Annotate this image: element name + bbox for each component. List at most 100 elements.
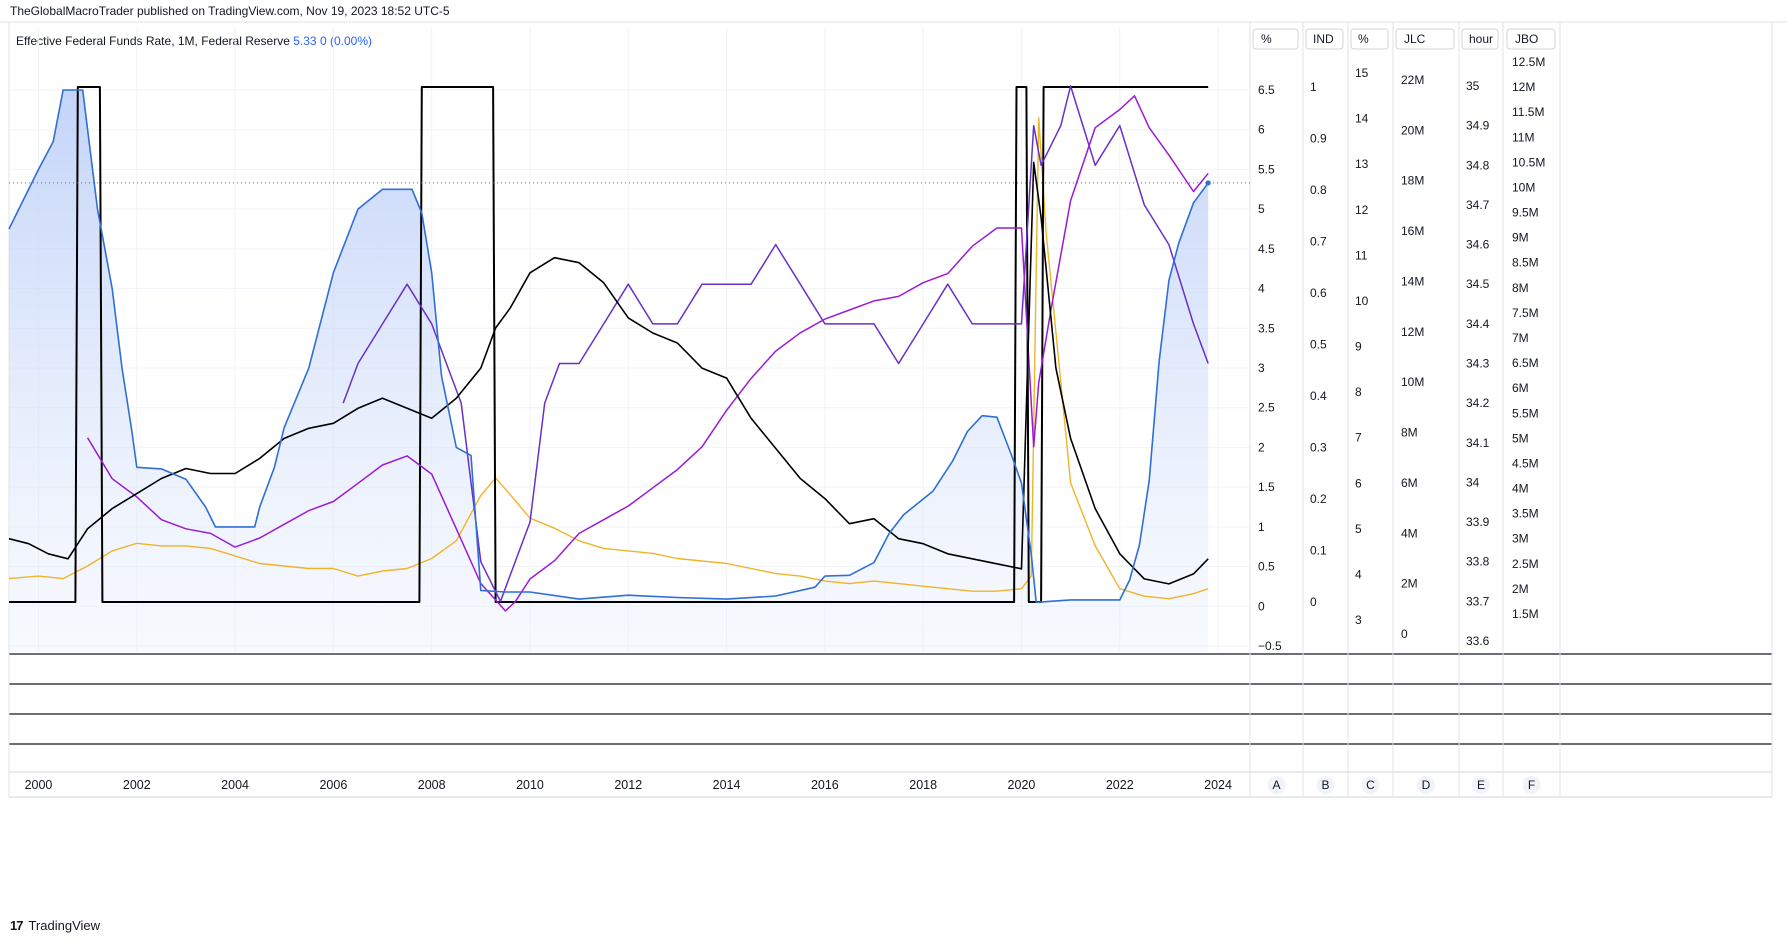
scale-tick-label: 11.5M [1512, 105, 1544, 119]
time-tick-label: 2012 [614, 778, 642, 792]
scale-id-label: D [1422, 778, 1431, 792]
scale-tick-label: 4.5 [1258, 242, 1275, 256]
scale-tick-label: 2M [1401, 577, 1418, 591]
scale-tick-label: 34.5 [1466, 277, 1490, 291]
publish-note: TheGlobalMacroTrader published on Tradin… [10, 4, 450, 18]
price-scale-c[interactable]: % 15 14 13 12 11 10 9 8 7 6 5 4 3 C [1350, 28, 1389, 794]
scale-tick-label: 11 [1355, 248, 1368, 262]
scale-tick-label: 3 [1258, 361, 1265, 375]
scale-header-box[interactable] [1461, 28, 1499, 50]
scale-tick-label: 33.9 [1466, 515, 1490, 529]
scale-tick-label: 33.6 [1466, 634, 1490, 648]
scale-header-label: JBO [1515, 32, 1538, 46]
scale-tick-label: 13 [1355, 157, 1369, 171]
scale-id-badge[interactable] [1472, 776, 1490, 794]
scale-tick-label: 1 [1310, 80, 1317, 94]
scale-tick-label: 9 [1355, 340, 1362, 354]
unemployment-series-line[interactable] [86, 95, 1209, 612]
scale-tick-label: −0.5 [1258, 639, 1282, 653]
scale-tick-label: 1 [1258, 520, 1265, 534]
price-scale-d[interactable]: JLC 22M 20M 18M 16M 14M 12M 10M 8M 6M 4M 2M 0 D [1395, 28, 1455, 794]
scale-tick-label: 12M [1401, 325, 1424, 339]
legend-series-name: Effective Federal Funds Rate, 1M, Federa… [16, 34, 290, 48]
plot-area[interactable] [8, 85, 1250, 652]
scale-tick-label: 34.1 [1466, 436, 1490, 450]
scale-tick-label: 8.5M [1512, 256, 1539, 270]
time-tick-label: 2014 [713, 778, 741, 792]
scale-id-label: A [1272, 778, 1280, 792]
claims-series-line[interactable] [8, 117, 1209, 600]
scale-tick-label: 10 [1355, 294, 1369, 308]
scale-tick-label: 2 [1258, 440, 1265, 454]
time-tick-label: 2010 [516, 778, 544, 792]
time-tick-label: 2006 [319, 778, 347, 792]
scale-tick-label: 3.5M [1512, 507, 1539, 521]
scale-tick-label: 34 [1466, 475, 1480, 489]
scale-tick-label: 2.5 [1258, 401, 1275, 415]
price-scales[interactable]: %6.565.554.543.532.521.510.50−0.5AIND10.… [1252, 28, 1556, 794]
tradingview-logo-icon: 17 [10, 918, 24, 933]
fed-funds-series-line[interactable] [8, 89, 1209, 604]
scale-id-badge[interactable] [1417, 776, 1435, 794]
scale-tick-label: 0 [1310, 595, 1317, 609]
brand-label: TradingView [28, 918, 101, 933]
recession-series-line[interactable] [9, 86, 1209, 603]
scale-tick-label: 34.7 [1466, 198, 1490, 212]
time-tick-label: 2004 [221, 778, 249, 792]
scale-tick-label: 34.8 [1466, 158, 1490, 172]
scale-tick-label: 7M [1512, 331, 1529, 345]
scale-tick-label: 6M [1401, 476, 1418, 490]
time-tick-label: 2018 [909, 778, 937, 792]
scale-id-badge[interactable] [1316, 776, 1335, 794]
scale-tick-label: 0.3 [1310, 441, 1327, 455]
scale-tick-label: 22M [1401, 73, 1424, 87]
time-tick-label: 2022 [1106, 778, 1134, 792]
scale-tick-label: 4M [1512, 482, 1529, 496]
scale-id-badge[interactable] [1361, 776, 1380, 794]
scale-header-box[interactable] [1350, 28, 1389, 50]
scale-tick-label: 0.5 [1258, 560, 1275, 574]
scale-tick-label: 4M [1401, 526, 1418, 540]
price-scale-b[interactable]: IND 1 0.9 0.8 0.7 0.6 0.5 0.4 0.3 0.2 0.1 0 B [1305, 28, 1344, 794]
time-scale[interactable]: 2000 2002 2004 2006 2008 2010 2012 2014 2016 2018… [25, 778, 1232, 792]
scale-tick-label: 34.2 [1466, 396, 1490, 410]
scale-tick-label: 2.5M [1512, 557, 1539, 571]
scale-header-label: JLC [1404, 32, 1426, 46]
scale-tick-label: 4 [1258, 282, 1265, 296]
scale-tick-label: 10M [1512, 180, 1535, 194]
scale-tick-label: 8M [1401, 426, 1418, 440]
scale-tick-label: 0.1 [1310, 544, 1327, 558]
time-tick-label: 2016 [811, 778, 839, 792]
scale-tick-label: 0.7 [1310, 235, 1327, 249]
scale-id-label: C [1366, 778, 1375, 792]
scale-tick-label: 0.5 [1310, 338, 1327, 352]
price-scale-e[interactable]: hour 35 34.9 34.8 34.7 34.6 34.5 34.4 34.3 34.2 34… [1461, 28, 1499, 794]
job-openings-series-line[interactable] [8, 161, 1209, 585]
scale-id-label: F [1528, 778, 1535, 792]
last-value-marker [1205, 180, 1211, 186]
scale-id-badge[interactable] [1522, 776, 1541, 794]
price-scale-f[interactable]: JBO 12.5M 12M 11.5M 11M 10.5M 10M 9.5M 9M 8.5M 8M 7… [1506, 28, 1556, 794]
scale-tick-label: 12 [1355, 203, 1369, 217]
scale-tick-label: 6M [1512, 381, 1529, 395]
scale-tick-label: 12.5M [1512, 55, 1545, 69]
scale-tick-label: 35 [1466, 79, 1480, 93]
scale-tick-label: 6 [1355, 476, 1362, 490]
scale-header-box[interactable] [1395, 28, 1455, 50]
scale-tick-label: 3.5 [1258, 321, 1275, 335]
scale-tick-label: 7 [1355, 431, 1362, 445]
scale-header-label: IND [1313, 32, 1334, 46]
scale-header-box[interactable] [1252, 28, 1299, 50]
tradingview-brand[interactable]: 17 TradingView [10, 918, 100, 933]
scale-tick-label: 16M [1401, 224, 1424, 238]
legend-last-value: 5.33 [293, 34, 317, 48]
scale-header-box[interactable] [1506, 28, 1556, 50]
scale-id-badge[interactable] [1267, 776, 1286, 794]
price-scale-a[interactable]: % 6.5 6 5.5 5 4.5 4 3.5 3 2.5 2 1.5 1 0.5 0 −0.5 A [1252, 28, 1299, 794]
scale-tick-label: 15 [1355, 66, 1369, 80]
scale-tick-label: 0.8 [1310, 183, 1327, 197]
scale-header-box[interactable] [1305, 28, 1344, 50]
scale-tick-label: 34.9 [1466, 119, 1490, 133]
time-tick-label: 2000 [25, 778, 53, 792]
